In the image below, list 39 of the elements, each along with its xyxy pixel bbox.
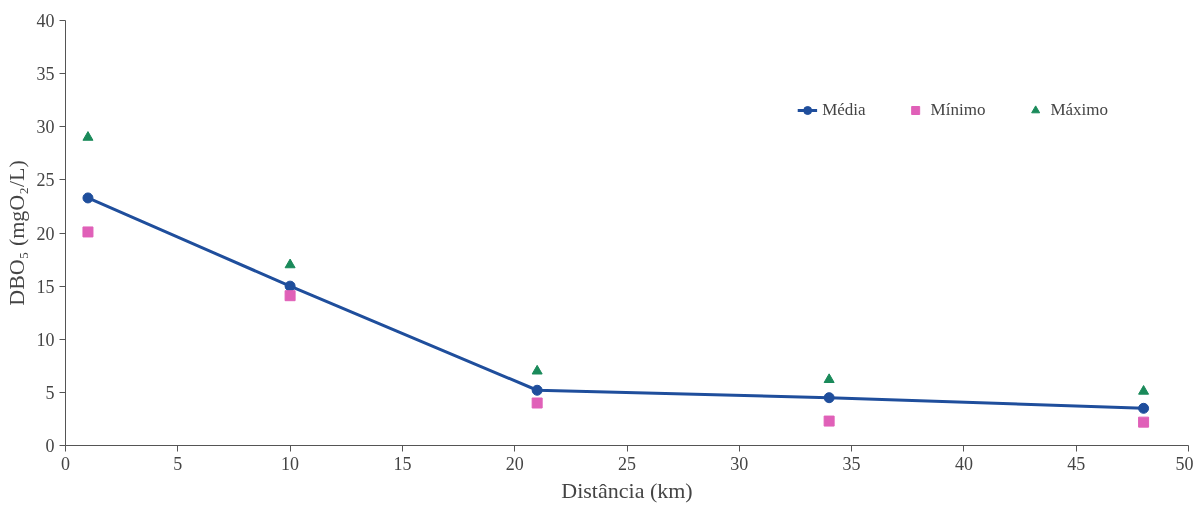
point [284,258,296,269]
y-tick-label: 40 [36,11,55,31]
y-tick-label: 25 [36,170,55,191]
x-tick-label: 25 [618,453,636,474]
y-tick-label: 30 [36,117,55,138]
x-tick-label: 0 [61,453,70,474]
point [823,392,835,404]
y-tick-label: 35 [36,64,55,85]
point [82,131,94,141]
point [1138,402,1150,414]
point [823,415,835,427]
x-axis-title: Distância (km) [561,477,693,503]
point [284,290,296,302]
point [1138,385,1150,395]
x-tick-label: 15 [393,453,412,474]
y-tick-label: 10 [36,329,55,350]
x-tick-label: 30 [730,453,749,474]
point [531,364,543,375]
point [531,397,543,409]
point [1138,416,1150,428]
y-axis-title: DBO₅ (mgO₂/L) [3,160,29,306]
y-tick-label: 0 [45,436,55,456]
x-tick-label: 5 [173,453,183,474]
legend-label: Mínimo [930,100,986,120]
point [823,373,835,384]
x-tick-label: 35 [842,453,861,474]
point [531,384,543,396]
y-tick-label: 15 [36,276,55,297]
x-tick-label: 10 [281,453,300,474]
x-tick-label: 50 [1175,453,1193,474]
y-tick-label: 20 [36,223,55,244]
legend-label: Média [822,100,866,120]
x-tick-label: 20 [505,453,524,474]
x-tick-label: 45 [1067,453,1086,474]
y-tick-label: 5 [45,382,55,403]
legend-label: Máximo [1050,100,1108,120]
point [82,226,94,238]
x-tick-label: 40 [954,453,973,474]
point [82,192,94,204]
